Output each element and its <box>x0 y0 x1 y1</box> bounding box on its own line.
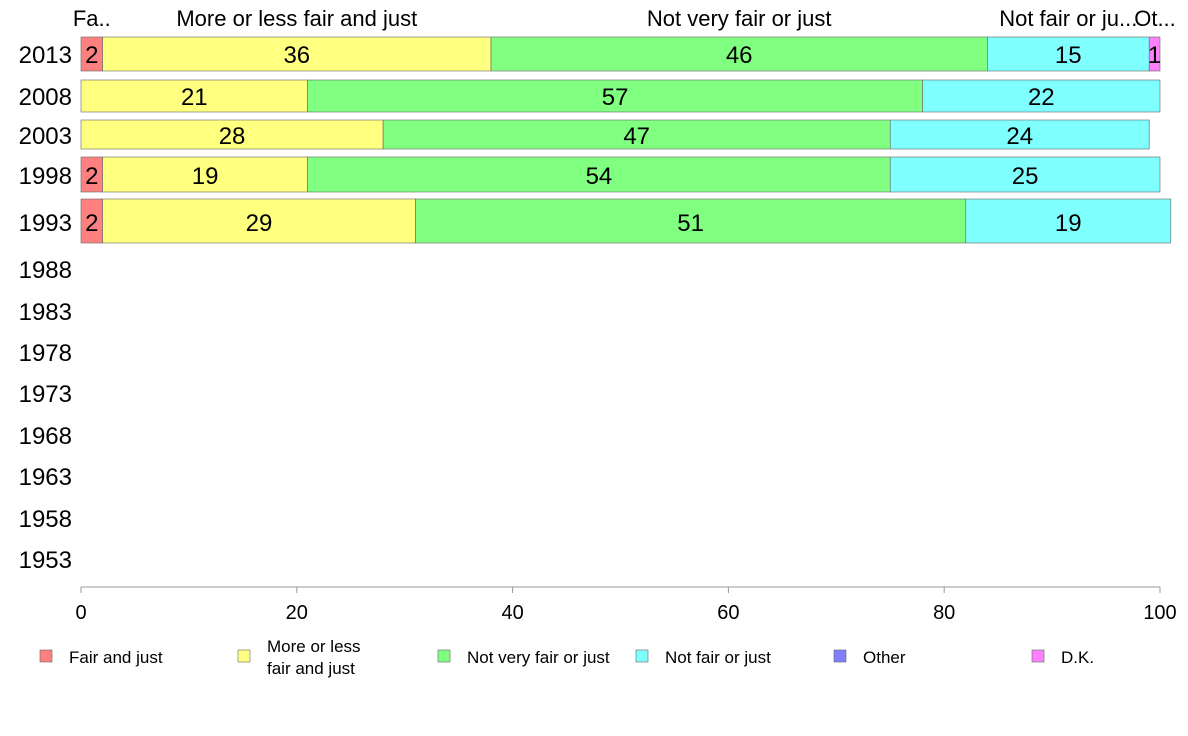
bar-label-1993-0: 2 <box>85 210 98 237</box>
bar-label-2003-2: 47 <box>623 123 650 150</box>
bar-label-2008-1: 21 <box>181 84 208 111</box>
y-tick-label-1963: 1963 <box>19 464 72 491</box>
bar-label-2008-3: 22 <box>1028 84 1055 111</box>
y-tick-label-1993: 1993 <box>19 210 72 237</box>
y-tick-label-1958: 1958 <box>19 506 72 533</box>
bar-2013-2 <box>490 36 988 72</box>
bar-label-1998-3: 25 <box>1012 163 1039 190</box>
x-tick-label-0: 0 <box>75 602 86 624</box>
bar-2003-1 <box>80 119 384 150</box>
bar-label-2003-3: 24 <box>1006 123 1033 150</box>
bar-1998-3 <box>889 156 1161 193</box>
x-tick-label-80: 80 <box>933 602 955 624</box>
bar-2008-1 <box>80 79 308 113</box>
x-tick-label-40: 40 <box>501 602 523 624</box>
legend-label-5: D.K. <box>1061 648 1094 667</box>
x-tick-label-20: 20 <box>286 602 308 624</box>
y-tick-label-1983: 1983 <box>19 299 72 326</box>
bar-1993-1 <box>102 198 416 244</box>
bar-2008-2 <box>307 79 923 113</box>
bar-label-2013-0: 2 <box>85 42 98 69</box>
bar-label-2013-3: 15 <box>1055 42 1082 69</box>
y-tick-label-1953: 1953 <box>19 547 72 574</box>
bar-label-1998-2: 54 <box>586 163 613 190</box>
legend-swatch-5 <box>1031 649 1045 663</box>
bar-2003-3 <box>889 119 1150 150</box>
top-label-4: Ot... <box>1134 6 1176 31</box>
y-tick-label-2003: 2003 <box>19 123 72 150</box>
legend-label-3: Not fair or just <box>665 648 771 667</box>
bar-label-1998-1: 19 <box>192 163 219 190</box>
bar-label-2013-5: 1 <box>1148 42 1161 69</box>
bar-label-1998-0: 2 <box>85 163 98 190</box>
legend-swatch-3 <box>635 649 649 663</box>
top-label-0: Fa.. <box>73 6 111 31</box>
bar-1993-2 <box>415 198 967 244</box>
bar-label-2003-1: 28 <box>219 123 246 150</box>
legend-swatch-1 <box>237 649 251 663</box>
y-tick-label-2008: 2008 <box>19 84 72 111</box>
top-label-2: Not very fair or just <box>647 6 832 31</box>
bar-label-2013-1: 36 <box>283 42 310 69</box>
y-tick-label-1988: 1988 <box>19 257 72 284</box>
bar-2003-2 <box>382 119 891 150</box>
bar-1998-2 <box>307 156 891 193</box>
bar-2013-5 <box>1148 36 1161 72</box>
legend-swatch-4 <box>833 649 847 663</box>
bar-2013-1 <box>102 36 492 72</box>
legend-swatch-2 <box>437 649 451 663</box>
bar-label-2013-2: 46 <box>726 42 753 69</box>
legend-label-2: Not very fair or just <box>467 648 610 667</box>
y-tick-label-1978: 1978 <box>19 340 72 367</box>
bar-2013-3 <box>987 36 1150 72</box>
y-tick-label-2013: 2013 <box>19 42 72 69</box>
legend-label-4: Other <box>863 648 906 667</box>
top-label-3: Not fair or ju... <box>999 6 1137 31</box>
legend-label-0: Fair and just <box>69 648 163 667</box>
bar-label-1993-1: 29 <box>246 210 273 237</box>
bar-label-1993-2: 51 <box>677 210 704 237</box>
x-tick-label-60: 60 <box>717 602 739 624</box>
y-tick-label-1973: 1973 <box>19 381 72 408</box>
bar-1993-3 <box>965 198 1172 244</box>
legend-swatch-0 <box>39 649 53 663</box>
x-tick-label-100: 100 <box>1143 602 1176 624</box>
legend-label-1-line-1: More or less <box>267 637 361 656</box>
bar-2008-3 <box>922 79 1161 113</box>
legend-label-1-line-2: fair and just <box>267 659 355 678</box>
bar-1998-1 <box>102 156 308 193</box>
y-tick-label-1968: 1968 <box>19 423 72 450</box>
top-label-1: More or less fair and just <box>176 6 417 31</box>
y-tick-label-1998: 1998 <box>19 163 72 190</box>
bar-label-2008-2: 57 <box>602 84 629 111</box>
bar-label-1993-3: 19 <box>1055 210 1082 237</box>
